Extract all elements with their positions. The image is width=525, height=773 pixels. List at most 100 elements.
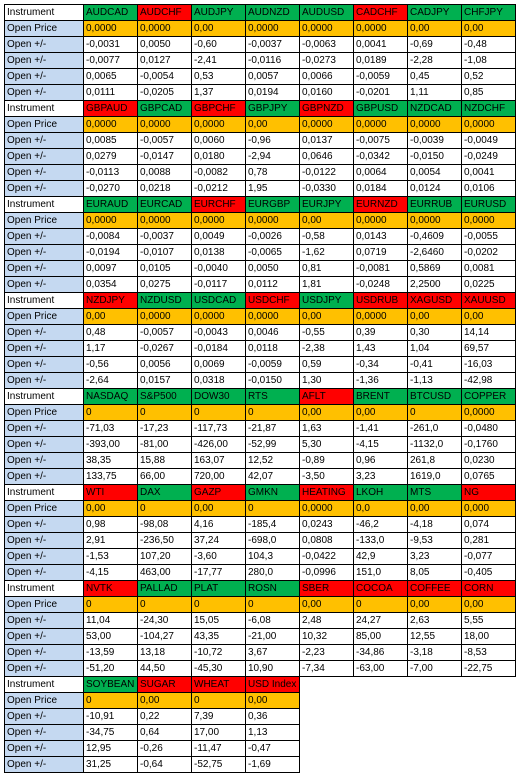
open-delta-cell[interactable]: 3,67 bbox=[245, 644, 300, 661]
open-delta-cell[interactable]: 0,39 bbox=[353, 324, 408, 341]
open-delta-cell[interactable]: 0,0057 bbox=[245, 68, 300, 85]
open-delta-cell[interactable]: -52,75 bbox=[191, 756, 246, 773]
open-delta-cell[interactable]: -51,20 bbox=[83, 660, 138, 677]
instrument-name-cell[interactable]: NZDUSD bbox=[137, 292, 192, 309]
instrument-name-cell[interactable]: SUGAR bbox=[137, 676, 192, 693]
instrument-name-cell[interactable]: USDCAD bbox=[191, 292, 246, 309]
open-delta-cell[interactable]: 1619,0 bbox=[407, 468, 462, 485]
instrument-name-cell[interactable]: GBPCHF bbox=[191, 100, 246, 117]
open-price-cell[interactable]: 0,0000 bbox=[461, 212, 516, 229]
open-delta-cell[interactable]: 0,0143 bbox=[353, 228, 408, 245]
instrument-name-cell[interactable]: GMKN bbox=[245, 484, 300, 501]
open-delta-cell[interactable]: -0,0267 bbox=[137, 340, 192, 357]
instrument-name-cell[interactable]: GBPJPY bbox=[245, 100, 300, 117]
instrument-name-cell[interactable]: EURRUB bbox=[407, 196, 462, 213]
open-delta-cell[interactable]: -0,0184 bbox=[191, 340, 246, 357]
row-label-open-delta[interactable]: Open +/- bbox=[4, 148, 84, 165]
open-delta-cell[interactable]: 0,0318 bbox=[191, 372, 246, 389]
open-price-cell[interactable]: 0 bbox=[83, 596, 138, 613]
row-label-open-delta[interactable]: Open +/- bbox=[4, 132, 84, 149]
open-delta-cell[interactable]: 0,0127 bbox=[137, 52, 192, 69]
instrument-name-cell[interactable]: COFFEE bbox=[407, 580, 462, 597]
row-label-open-delta[interactable]: Open +/- bbox=[4, 36, 84, 53]
open-delta-cell[interactable]: -17,23 bbox=[137, 420, 192, 437]
open-delta-cell[interactable]: -0,69 bbox=[407, 36, 462, 53]
open-price-cell[interactable]: 0,0000 bbox=[299, 20, 354, 37]
open-delta-cell[interactable]: -0,0075 bbox=[353, 132, 408, 149]
open-delta-cell[interactable]: -104,27 bbox=[137, 628, 192, 645]
open-delta-cell[interactable]: -1,53 bbox=[83, 548, 138, 565]
open-delta-cell[interactable]: 14,14 bbox=[461, 324, 516, 341]
open-delta-cell[interactable]: 0,0041 bbox=[353, 36, 408, 53]
open-delta-cell[interactable]: 0,0111 bbox=[83, 84, 138, 101]
open-delta-cell[interactable]: 1,04 bbox=[407, 340, 462, 357]
instrument-name-cell[interactable]: BRENT bbox=[353, 388, 408, 405]
open-delta-cell[interactable]: -2,28 bbox=[407, 52, 462, 69]
open-delta-cell[interactable]: -13,59 bbox=[83, 644, 138, 661]
open-delta-cell[interactable]: -0,0248 bbox=[353, 276, 408, 293]
open-delta-cell[interactable]: 0,0069 bbox=[191, 356, 246, 373]
row-label-open-delta[interactable]: Open +/- bbox=[4, 180, 84, 197]
open-delta-cell[interactable]: 0,0050 bbox=[137, 36, 192, 53]
open-delta-cell[interactable]: -0,0084 bbox=[83, 228, 138, 245]
row-label-instrument[interactable]: Instrument bbox=[4, 4, 84, 21]
open-price-cell[interactable]: 0,0000 bbox=[137, 20, 192, 37]
instrument-name-cell[interactable]: PALLAD bbox=[137, 580, 192, 597]
open-delta-cell[interactable]: 0,48 bbox=[83, 324, 138, 341]
open-price-cell[interactable]: 0,0000 bbox=[83, 212, 138, 229]
row-label-open-price[interactable]: Open Price bbox=[4, 116, 84, 133]
open-delta-cell[interactable]: -0,0201 bbox=[353, 84, 408, 101]
row-label-open-delta[interactable]: Open +/- bbox=[4, 740, 84, 757]
open-delta-cell[interactable]: -117,73 bbox=[191, 420, 246, 437]
open-delta-cell[interactable]: -236,50 bbox=[137, 532, 192, 549]
open-delta-cell[interactable]: 0,0118 bbox=[245, 340, 300, 357]
instrument-name-cell[interactable]: LKOH bbox=[353, 484, 408, 501]
open-delta-cell[interactable]: 0,0106 bbox=[461, 180, 516, 197]
row-label-open-delta[interactable]: Open +/- bbox=[4, 468, 84, 485]
row-label-open-delta[interactable]: Open +/- bbox=[4, 564, 84, 581]
open-price-cell[interactable]: 0 bbox=[137, 596, 192, 613]
open-delta-cell[interactable]: -1,41 bbox=[353, 420, 408, 437]
open-delta-cell[interactable]: -0,0077 bbox=[83, 52, 138, 69]
open-delta-cell[interactable]: -0,56 bbox=[83, 356, 138, 373]
open-delta-cell[interactable]: 2,63 bbox=[407, 612, 462, 629]
open-delta-cell[interactable]: -1,62 bbox=[299, 244, 354, 261]
open-delta-cell[interactable]: -0,0043 bbox=[191, 324, 246, 341]
row-label-instrument[interactable]: Instrument bbox=[4, 196, 84, 213]
instrument-name-cell[interactable]: GBPCAD bbox=[137, 100, 192, 117]
open-delta-cell[interactable]: 0,22 bbox=[137, 708, 192, 725]
open-delta-cell[interactable]: -0,0205 bbox=[137, 84, 192, 101]
row-label-instrument[interactable]: Instrument bbox=[4, 100, 84, 117]
row-label-open-delta[interactable]: Open +/- bbox=[4, 724, 84, 741]
open-price-cell[interactable]: 0,000 bbox=[461, 500, 516, 517]
open-delta-cell[interactable]: -9,53 bbox=[407, 532, 462, 549]
open-delta-cell[interactable]: 2,2500 bbox=[407, 276, 462, 293]
open-delta-cell[interactable]: -0,0330 bbox=[299, 180, 354, 197]
open-delta-cell[interactable]: -71,03 bbox=[83, 420, 138, 437]
instrument-name-cell[interactable]: NVTK bbox=[83, 580, 138, 597]
row-label-open-delta[interactable]: Open +/- bbox=[4, 644, 84, 661]
open-delta-cell[interactable]: 1,43 bbox=[353, 340, 408, 357]
open-price-cell[interactable]: 0,00 bbox=[299, 596, 354, 613]
instrument-name-cell[interactable]: AFLT bbox=[299, 388, 354, 405]
open-delta-cell[interactable]: -0,48 bbox=[461, 36, 516, 53]
open-delta-cell[interactable]: 85,00 bbox=[353, 628, 408, 645]
open-delta-cell[interactable]: 0,0066 bbox=[299, 68, 354, 85]
open-delta-cell[interactable]: 0,0354 bbox=[83, 276, 138, 293]
row-label-open-delta[interactable]: Open +/- bbox=[4, 244, 84, 261]
open-delta-cell[interactable]: -0,0031 bbox=[83, 36, 138, 53]
open-delta-cell[interactable]: 0,0275 bbox=[137, 276, 192, 293]
instrument-name-cell[interactable]: PLAT bbox=[191, 580, 246, 597]
open-delta-cell[interactable]: 0,0112 bbox=[245, 276, 300, 293]
instrument-name-cell[interactable]: MTS bbox=[407, 484, 462, 501]
open-delta-cell[interactable]: 69,57 bbox=[461, 340, 516, 357]
open-delta-cell[interactable]: 0,0124 bbox=[407, 180, 462, 197]
open-delta-cell[interactable]: -1,08 bbox=[461, 52, 516, 69]
open-delta-cell[interactable]: -2,23 bbox=[299, 644, 354, 661]
open-delta-cell[interactable]: -0,0270 bbox=[83, 180, 138, 197]
open-delta-cell[interactable]: -6,08 bbox=[245, 612, 300, 629]
open-delta-cell[interactable]: -0,0039 bbox=[407, 132, 462, 149]
open-price-cell[interactable]: 0,0000 bbox=[245, 20, 300, 37]
row-label-instrument[interactable]: Instrument bbox=[4, 580, 84, 597]
open-delta-cell[interactable]: 11,04 bbox=[83, 612, 138, 629]
